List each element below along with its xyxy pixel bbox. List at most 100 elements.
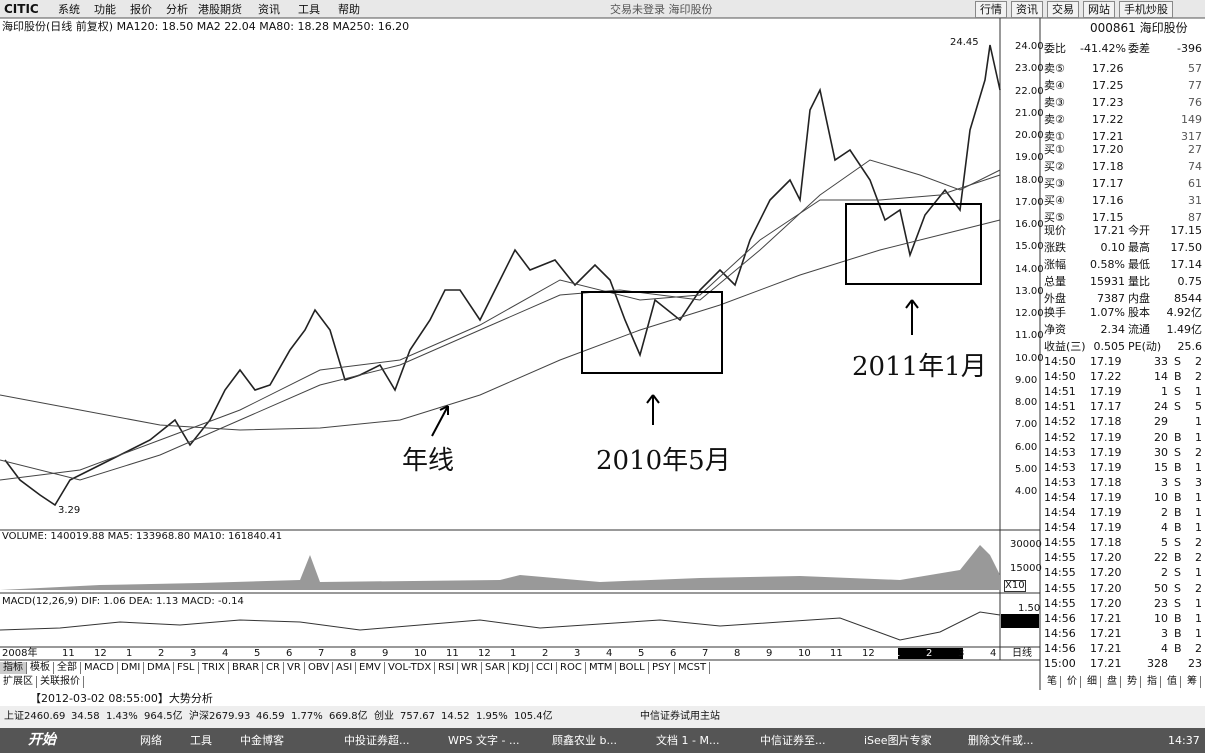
menu-item[interactable]: 系统 xyxy=(58,3,80,16)
top-button[interactable]: 行情 xyxy=(975,1,1007,18)
menu-item[interactable]: 功能 xyxy=(94,3,116,16)
indicator-tab[interactable]: CCI xyxy=(533,662,557,674)
time-label: 2008年 xyxy=(2,648,38,659)
stat-row: 15931 xyxy=(1090,275,1125,288)
panel-tab[interactable]: 值 xyxy=(1164,676,1181,688)
index-value: 创业 xyxy=(374,711,394,722)
indicator-tab[interactable]: WR xyxy=(458,662,482,674)
time-label: 10 xyxy=(798,648,811,659)
tick-price: 17.18 xyxy=(1090,536,1122,550)
menu-item[interactable]: 资讯 xyxy=(258,3,280,16)
index-value: 46.59 xyxy=(256,711,285,722)
indicator-tab[interactable]: 指标 xyxy=(0,662,27,674)
price-label: 17.00 xyxy=(1015,196,1044,208)
order-level: 买③ xyxy=(1044,177,1065,190)
menu-item[interactable]: 工具 xyxy=(298,3,320,16)
order-ratio: 委差 xyxy=(1128,42,1150,55)
time-label: 5 xyxy=(638,648,645,659)
tick-time: 14:55 xyxy=(1044,551,1076,565)
start-button[interactable]: 开始 xyxy=(28,732,56,748)
panel-tab[interactable]: 盘 xyxy=(1104,676,1121,688)
order-volume: 317 xyxy=(1181,130,1202,143)
time-label: 2 xyxy=(158,648,165,659)
indicator-tab[interactable]: EMV xyxy=(356,662,385,674)
tick-time: 14:56 xyxy=(1044,611,1076,625)
menu-item[interactable]: 报价 xyxy=(130,3,152,16)
volume-unit: X10 xyxy=(1004,580,1026,592)
indicator-tab[interactable]: 全部 xyxy=(54,662,81,674)
indicator-tab[interactable]: SAR xyxy=(482,662,510,674)
menu-item[interactable]: 港股期货 xyxy=(198,3,242,16)
stat-row: 8544 xyxy=(1174,292,1202,305)
panel-tab[interactable]: 价 xyxy=(1064,676,1081,688)
panel-tab[interactable]: 势 xyxy=(1124,676,1141,688)
top-button[interactable]: 资讯 xyxy=(1011,1,1043,18)
top-button[interactable]: 网站 xyxy=(1083,1,1115,18)
index-value: 757.67 xyxy=(400,711,435,722)
order-price: 17.26 xyxy=(1092,62,1124,75)
ma-line xyxy=(0,159,1001,481)
indicator-tab[interactable]: ROC xyxy=(557,662,586,674)
order-price: 17.15 xyxy=(1092,211,1124,224)
order-level: 买④ xyxy=(1044,194,1065,207)
area-tab[interactable]: 关联报价 xyxy=(37,676,84,688)
indicator-tab[interactable]: MACD xyxy=(81,662,118,674)
tick-side: B xyxy=(1174,641,1182,655)
area-tab[interactable]: 扩展区 xyxy=(0,676,37,688)
indicator-tab[interactable]: MTM xyxy=(586,662,617,674)
indicator-tab[interactable]: PSY xyxy=(649,662,675,674)
indicator-tab[interactable]: TRIX xyxy=(199,662,229,674)
indicator-tab[interactable]: FSL xyxy=(174,662,199,674)
stat-row: 净资 xyxy=(1044,323,1066,336)
tick-side: B xyxy=(1174,460,1182,474)
tick-count: 1 xyxy=(1195,415,1202,429)
panel-tab[interactable]: 筹 xyxy=(1184,676,1201,688)
highlight-box xyxy=(581,291,723,374)
top-button[interactable]: 手机炒股 xyxy=(1119,1,1173,18)
tick-time: 14:51 xyxy=(1044,400,1076,414)
top-button[interactable]: 交易 xyxy=(1047,1,1079,18)
price-label: 10.00 xyxy=(1015,352,1044,364)
tick-volume: 50 xyxy=(1154,581,1168,595)
indicator-tab[interactable]: DMI xyxy=(118,662,145,674)
order-ratio: 委比 xyxy=(1044,42,1066,55)
order-price: 17.25 xyxy=(1092,79,1124,92)
tick-time: 14:54 xyxy=(1044,521,1076,535)
indicator-tab[interactable]: 模板 xyxy=(27,662,54,674)
indicator-tab[interactable]: OBV xyxy=(305,662,334,674)
panel-tab[interactable]: 指 xyxy=(1144,676,1161,688)
indicator-tab[interactable]: BRAR xyxy=(229,662,264,674)
order-level: 卖① xyxy=(1044,130,1065,143)
tick-side: B xyxy=(1174,626,1182,640)
tick-volume: 10 xyxy=(1154,490,1168,504)
indicator-tab[interactable]: RSI xyxy=(435,662,459,674)
menu-item[interactable]: 分析 xyxy=(166,3,188,16)
indicator-tab[interactable]: DMA xyxy=(144,662,175,674)
panel-tab[interactable]: 笔 xyxy=(1044,676,1061,688)
time-label: 5 xyxy=(254,648,261,659)
indicator-tab[interactable]: VR xyxy=(284,662,305,674)
tick-price: 17.20 xyxy=(1090,581,1122,595)
indicator-tab[interactable]: BOLL xyxy=(616,662,649,674)
time-label: 8 xyxy=(350,648,357,659)
order-price: 17.20 xyxy=(1092,143,1124,156)
price-label: 23.00 xyxy=(1015,63,1044,75)
volume-label: 30000 xyxy=(1010,539,1042,550)
order-price: 17.22 xyxy=(1092,113,1124,126)
panel-tab[interactable]: 细 xyxy=(1084,676,1101,688)
indicator-tab[interactable]: ASI xyxy=(333,662,357,674)
stat-row: 涨幅 xyxy=(1044,258,1066,271)
logo: CITIC xyxy=(4,2,39,16)
index-value: 105.4亿 xyxy=(514,711,553,722)
indicator-tab[interactable]: KDJ xyxy=(509,662,534,674)
indicator-tab[interactable]: VOL-TDX xyxy=(385,662,436,674)
order-level: 买② xyxy=(1044,160,1065,173)
indicator-tab[interactable]: MCST xyxy=(675,662,711,674)
time-label: 3 xyxy=(190,648,197,659)
clock: 14:37 xyxy=(1168,734,1200,747)
volume-area xyxy=(0,545,1000,590)
menu-item[interactable]: 帮助 xyxy=(338,3,360,16)
tick-volume: 4 xyxy=(1161,641,1168,655)
stat-row: 内盘 xyxy=(1128,292,1150,305)
indicator-tab[interactable]: CR xyxy=(263,662,284,674)
